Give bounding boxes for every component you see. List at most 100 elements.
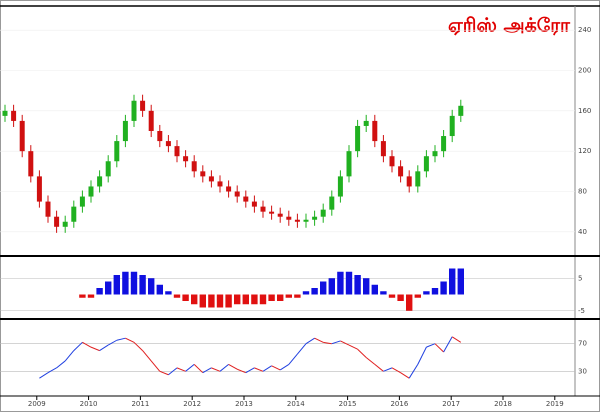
- histogram-bar: [87, 294, 95, 298]
- candle-body: [372, 120, 378, 142]
- x-tick-label: 2015: [339, 400, 357, 408]
- histogram-bar: [294, 294, 301, 298]
- histogram-bar: [173, 294, 181, 298]
- candle-body: [234, 191, 240, 197]
- histogram-bar: [345, 271, 353, 295]
- candle-body: [243, 196, 249, 202]
- indicator-line: [90, 346, 100, 352]
- histogram-bar: [148, 278, 155, 295]
- indicator-line: [159, 370, 169, 376]
- y-tick-label: 160: [578, 107, 591, 115]
- x-tick-label: 2010: [80, 400, 98, 408]
- histogram-bar: [302, 291, 310, 295]
- candle-body: [346, 151, 352, 177]
- indicator-line: [288, 353, 298, 365]
- indicator-line: [443, 336, 453, 353]
- candle-body: [45, 201, 51, 217]
- histogram-bar: [423, 291, 430, 295]
- histogram-bar: [199, 294, 206, 308]
- histogram-bar: [285, 294, 292, 298]
- histogram-bar: [96, 288, 103, 295]
- candle-body: [415, 171, 421, 187]
- candle-body: [432, 151, 438, 157]
- indicator-line: [391, 367, 401, 374]
- candle-body: [251, 201, 257, 207]
- indicator-line: [176, 367, 186, 372]
- candle-body: [294, 219, 300, 222]
- indicator-line: [279, 363, 290, 371]
- candle-body: [19, 120, 25, 152]
- histogram-bar: [139, 275, 146, 295]
- indicator-line: [64, 350, 75, 362]
- histogram-bar: [363, 278, 370, 295]
- x-tick-label: 2016: [390, 400, 408, 408]
- indicator-line: [331, 340, 341, 345]
- histogram-bar: [406, 294, 413, 311]
- indicator-line: [426, 343, 436, 348]
- histogram-bar: [397, 294, 404, 301]
- x-tick-label: 2013: [235, 400, 253, 408]
- histogram-bar: [371, 284, 378, 295]
- indicator-line: [314, 337, 324, 343]
- histogram-bar: [259, 294, 267, 305]
- candle-body: [62, 221, 68, 227]
- indicator-line: [56, 360, 66, 369]
- histogram-bar: [216, 294, 224, 308]
- candle-body: [88, 186, 94, 197]
- indicator-line: [185, 364, 195, 372]
- indicator-line: [357, 348, 367, 358]
- indicator-line: [365, 357, 376, 365]
- candle-body: [140, 100, 146, 111]
- candle-body: [286, 216, 292, 220]
- histogram-bar: [337, 271, 344, 295]
- histogram-bar: [234, 294, 241, 305]
- y-tick-label: 240: [578, 26, 591, 34]
- candle-body: [71, 206, 77, 222]
- histogram-bar: [191, 294, 198, 305]
- candle-body: [36, 176, 42, 202]
- candle-body: [389, 156, 395, 167]
- candle-body: [105, 161, 111, 177]
- indicator-line: [116, 337, 126, 341]
- candle-body: [269, 211, 275, 214]
- histogram-bar: [105, 281, 112, 295]
- histogram-bar: [440, 281, 447, 295]
- candle-body: [217, 181, 223, 187]
- histogram-bar: [388, 294, 396, 298]
- indicator-line: [340, 340, 350, 346]
- candle-body: [28, 151, 34, 177]
- candle-body: [380, 141, 386, 157]
- indicator-line: [262, 365, 272, 372]
- y-tick-label: 40: [578, 228, 587, 236]
- candle-body: [11, 110, 17, 121]
- histogram-bar: [208, 294, 215, 308]
- histogram-bar: [380, 291, 387, 295]
- indicator-line: [168, 367, 178, 376]
- candle-body: [312, 216, 318, 220]
- histogram-bar: [414, 294, 421, 298]
- y-tick-label: 120: [578, 147, 591, 155]
- candle-body: [208, 176, 214, 182]
- candle-body: [174, 146, 180, 157]
- candle-body: [277, 213, 283, 217]
- histogram-bar: [225, 294, 232, 308]
- candle-body: [303, 219, 309, 222]
- y-tick-label: -5: [578, 307, 585, 315]
- histogram-bar: [165, 291, 172, 295]
- histogram-bar: [457, 268, 464, 295]
- indicator-line: [271, 365, 281, 371]
- x-tick-label: 2017: [442, 400, 460, 408]
- candle-body: [191, 161, 197, 172]
- histogram-bar: [113, 275, 120, 295]
- histogram-bar: [251, 294, 258, 305]
- x-tick-label: 2019: [546, 400, 564, 408]
- candle-body: [355, 125, 361, 152]
- candle-body: [165, 141, 171, 147]
- x-tick-label: 2018: [494, 400, 512, 408]
- candle-body: [54, 216, 60, 227]
- candle-body: [148, 110, 154, 131]
- histogram-bar: [122, 271, 129, 295]
- indicator-line: [348, 344, 358, 350]
